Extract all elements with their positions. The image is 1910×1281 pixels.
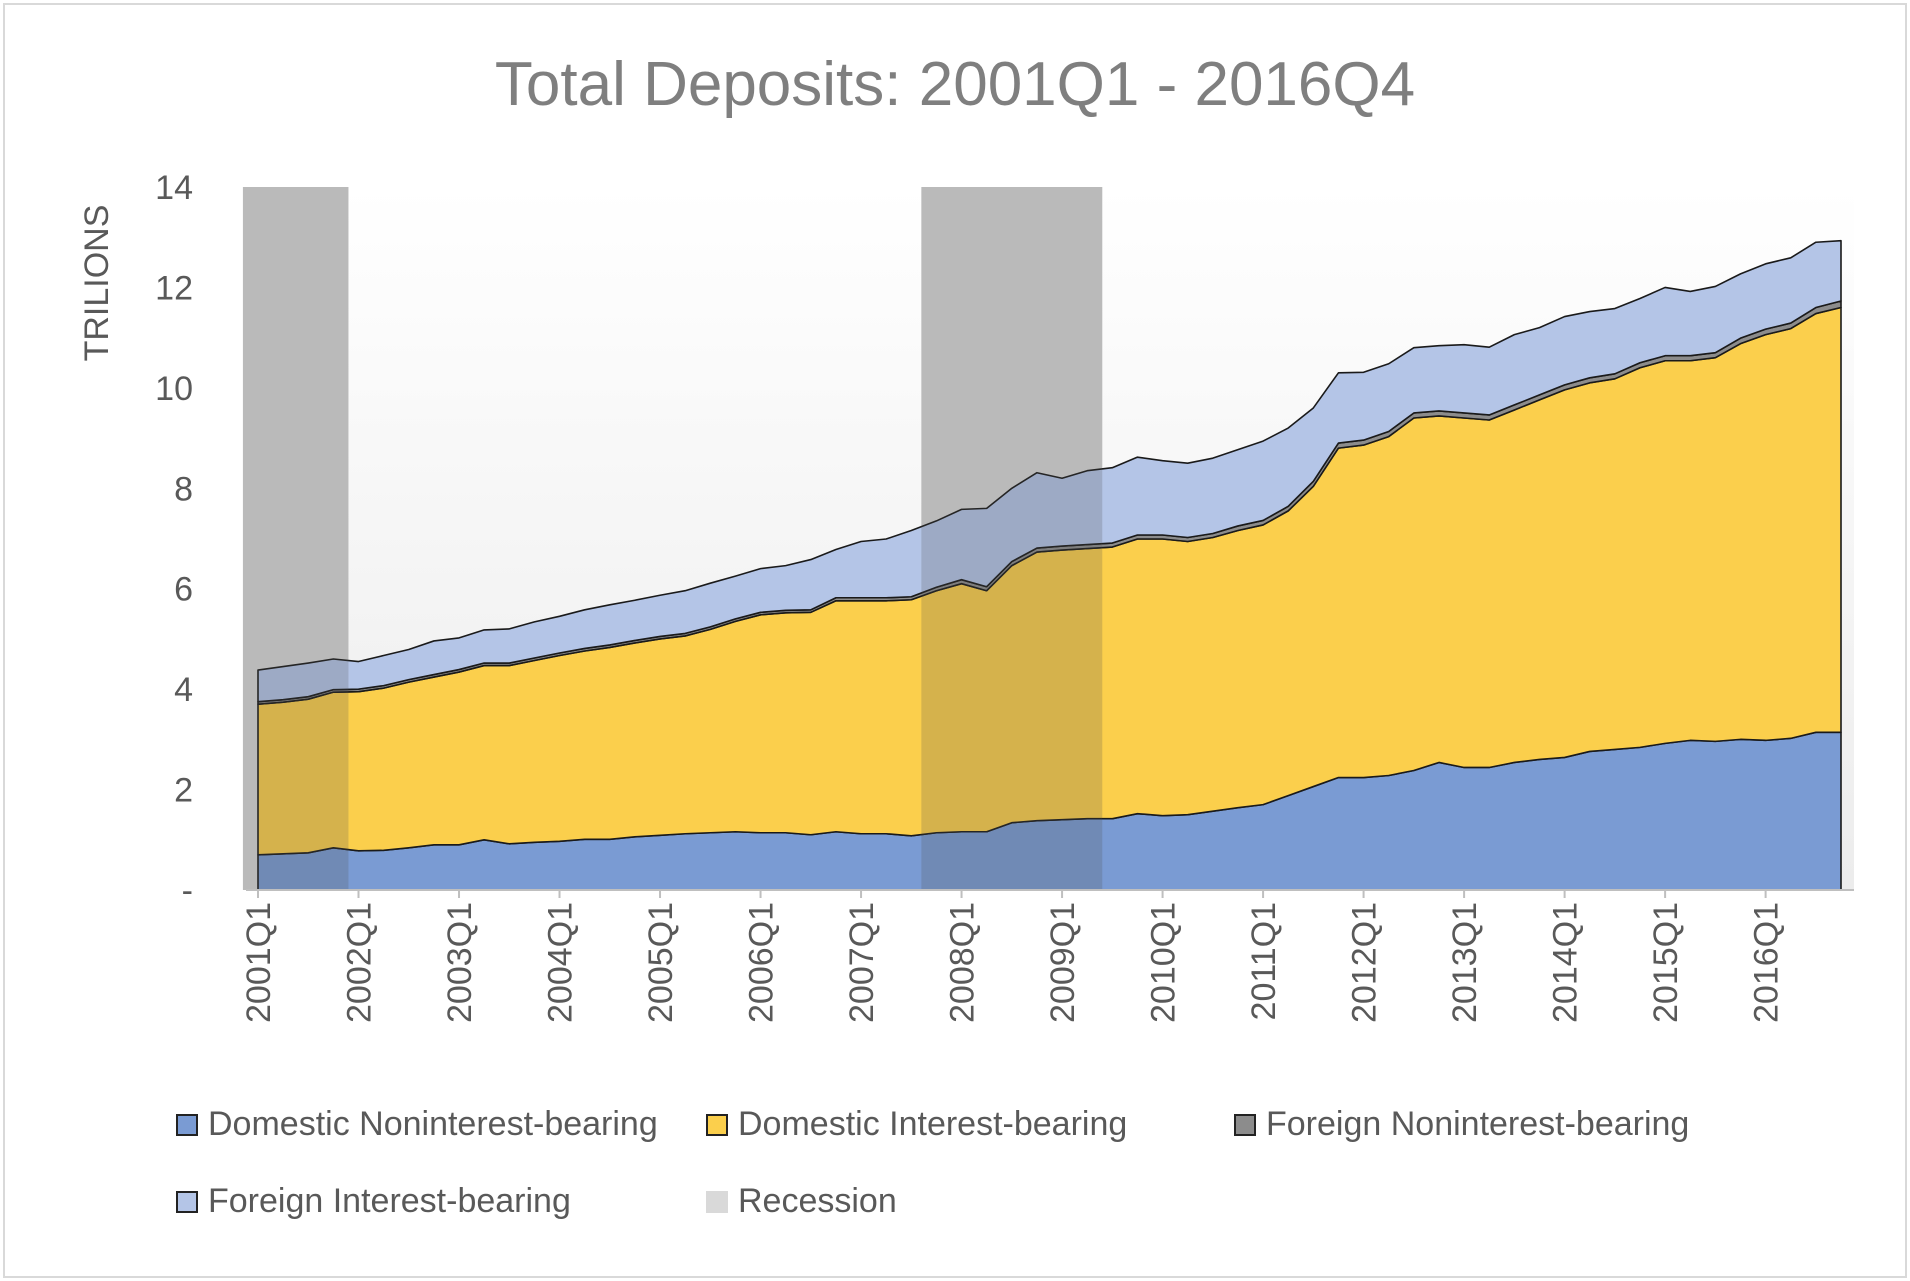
x-tick-label: 2009Q1 [1044,902,1082,1023]
recession-overlay-band [921,187,1103,890]
x-tick-label: 2011Q1 [1245,902,1283,1020]
legend-label: Foreign Interest-bearing [208,1182,571,1220]
legend-swatch [706,1190,728,1213]
y-tick-label: 2 [174,772,193,810]
x-tick-label: 2010Q1 [1145,902,1183,1023]
recession-overlay-band [242,187,349,890]
legend-item-recession: Recession [706,1182,897,1221]
x-tick-label: 2004Q1 [542,902,580,1023]
legend-label: Domestic Noninterest-bearing [208,1105,658,1143]
legend-label: Foreign Noninterest-bearing [1266,1105,1690,1143]
y-tick-label: 4 [174,671,193,709]
x-tick-label: 2005Q1 [642,902,680,1023]
legend-item-foreign-interest: Foreign Interest-bearing [176,1182,571,1221]
legend-swatch [176,1190,198,1213]
x-tick-label: 2012Q1 [1346,902,1384,1023]
area-foreign-interest-bearing [257,239,1842,703]
legend: Domestic Noninterest-bearing Domestic In… [176,1105,1776,1255]
legend-label: Domestic Interest-bearing [738,1105,1128,1143]
x-tick-label: 2015Q1 [1647,902,1685,1023]
x-tick-label: 2001Q1 [240,902,278,1023]
x-tick-label: 2006Q1 [743,902,781,1023]
legend-label: Recession [738,1182,897,1220]
x-tick-label: 2016Q1 [1748,902,1786,1023]
legend-item-domestic-noninterest: Domestic Noninterest-bearing [176,1105,658,1144]
recession-overlay [242,187,1103,890]
y-tick-label: 14 [155,169,193,207]
x-tick-label: 2013Q1 [1446,902,1484,1023]
stacked-areas [257,239,1842,891]
x-tick-label: 2003Q1 [441,902,479,1023]
x-tick-label: 2007Q1 [843,902,881,1023]
y-axis-label: TRILIONS [78,205,116,362]
legend-swatch [706,1113,728,1136]
y-tick-labels: - 2 4 6 8 10 12 14 [155,169,193,910]
y-tick-label: 6 [174,571,193,609]
legend-swatch [1234,1113,1256,1136]
x-tick-label: 2014Q1 [1547,902,1585,1023]
x-tick-label: 2002Q1 [341,902,379,1023]
x-tick-labels: 2001Q1 2002Q1 2003Q1 2004Q1 2005Q1 2006Q1 2007… [240,890,1786,1023]
x-tick-label: 2008Q1 [944,902,982,1023]
legend-swatch [176,1113,198,1136]
chart-title: Total Deposits: 2001Q1 - 2016Q4 [495,50,1415,119]
y-tick-label: - [182,872,193,910]
legend-item-domestic-interest: Domestic Interest-bearing [706,1105,1127,1144]
y-tick-label: 12 [155,269,193,307]
legend-item-foreign-noninterest: Foreign Noninterest-bearing [1234,1105,1689,1144]
y-tick-label: 8 [174,470,193,508]
y-tick-label: 10 [155,370,193,408]
